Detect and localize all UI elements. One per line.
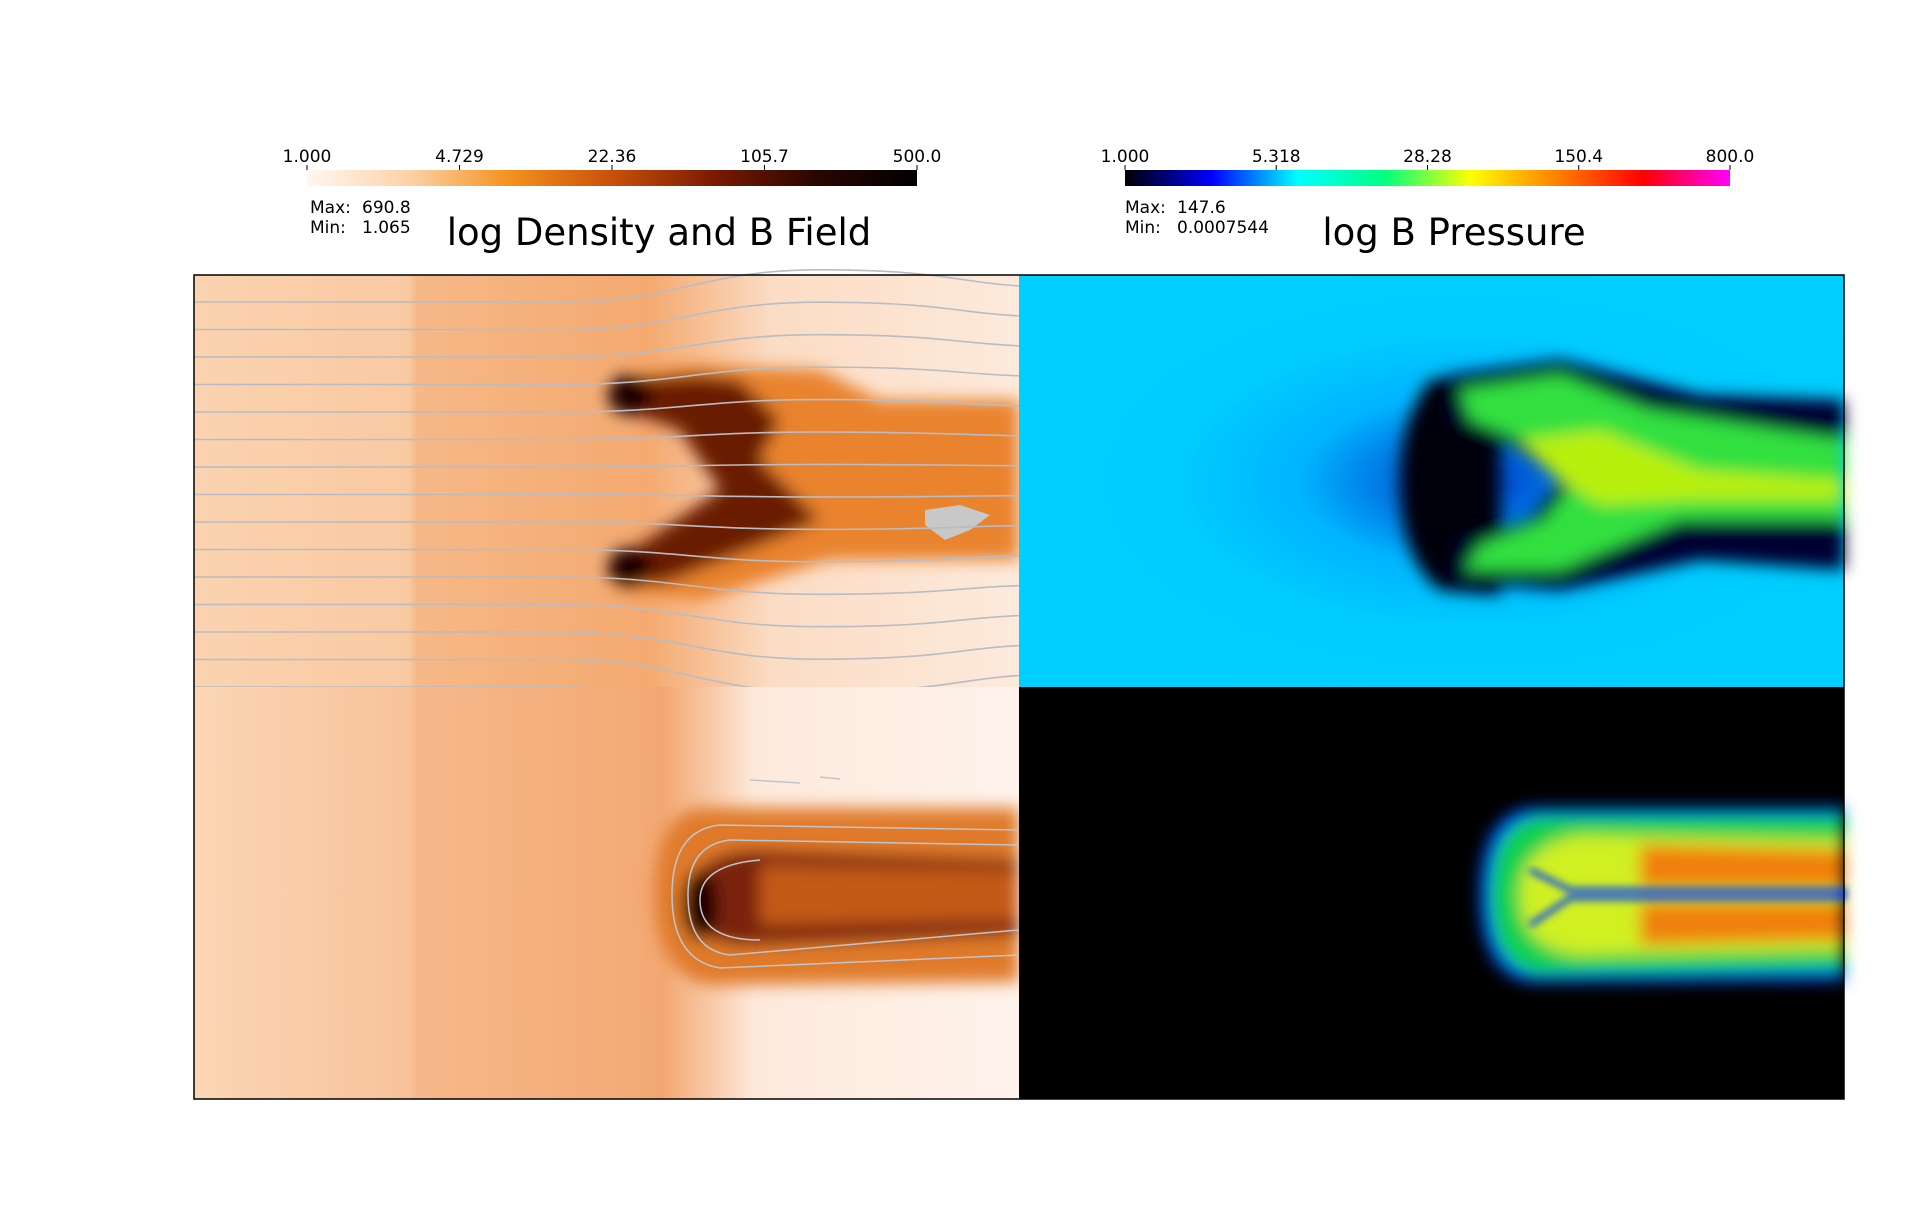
pressure-field-bottom [1019, 687, 1847, 1099]
max-label: Max: [310, 198, 351, 218]
colorbar-tick-label: 105.7 [740, 147, 789, 167]
panel-title: log B Pressure [1322, 211, 1585, 254]
colorbar-tick-label: 22.36 [588, 147, 637, 167]
colorbar-tick-label: 500.0 [893, 147, 942, 167]
max-label: Max: [1125, 198, 1166, 218]
panel-title: log Density and B Field [447, 211, 872, 254]
density-field-top [194, 275, 1019, 687]
colorbar-tick-label: 1.000 [283, 147, 332, 167]
field-line [194, 493, 1020, 498]
min-value: 0.0007544 [1177, 218, 1269, 238]
colorbar [1125, 170, 1730, 186]
max-value: 147.6 [1177, 198, 1226, 218]
field-line [194, 366, 1020, 386]
colorbar-tick-label: 800.0 [1706, 147, 1755, 167]
field-line [194, 631, 1020, 660]
field-line [194, 301, 1020, 331]
colorbar-tick-label: 150.4 [1554, 147, 1603, 167]
colorbars: 1.000 4.729 22.36 105.7 500.0 Max: 690.8 Min: 1.… [283, 147, 1755, 254]
colorbar-tick-label: 4.729 [435, 147, 484, 167]
density-field-bottom [194, 687, 1020, 1099]
min-value: 1.065 [362, 218, 411, 238]
plot-frame [193, 274, 1845, 1100]
colorbar-tick-label: 5.318 [1252, 147, 1301, 167]
colorbar-tick-label: 1.000 [1101, 147, 1150, 167]
field-line [194, 463, 1020, 468]
field-line [194, 548, 1020, 563]
field-line [194, 398, 1020, 413]
field-line [194, 431, 1020, 441]
min-label: Min: [1125, 218, 1161, 238]
pressure-field-top [1019, 275, 1844, 687]
max-value: 690.8 [362, 198, 411, 218]
colorbar-tick-label: 28.28 [1403, 147, 1452, 167]
min-label: Min: [310, 218, 346, 238]
field-line [194, 333, 1020, 358]
field-line [194, 576, 1020, 596]
field-line [194, 521, 1020, 531]
colorbar [307, 170, 917, 186]
field-line [194, 603, 1020, 628]
field-lines [194, 268, 1020, 725]
field-line [194, 268, 1020, 303]
